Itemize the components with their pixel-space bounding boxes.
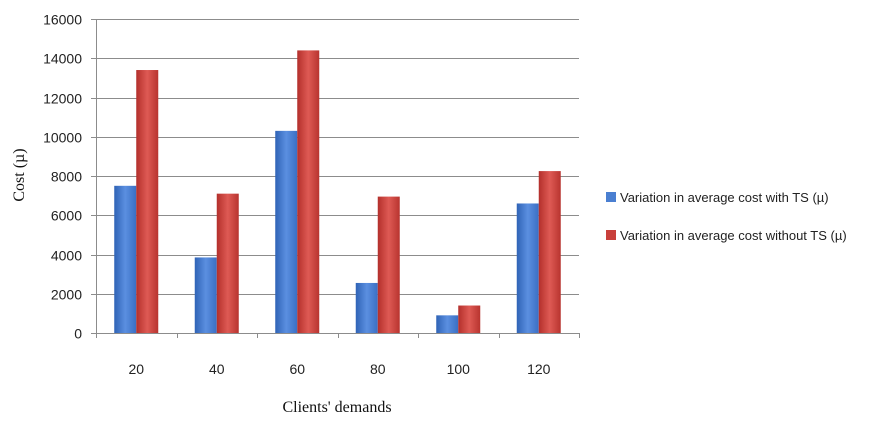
bar-with-ts-20	[114, 185, 137, 333]
legend-swatch	[606, 192, 616, 202]
x-tick-label: 60	[289, 361, 305, 377]
x-tick-label: 80	[370, 361, 386, 377]
y-tick-label: 10000	[43, 130, 82, 146]
bar-without-ts-80	[377, 196, 400, 333]
gridlines	[91, 19, 579, 334]
x-tick-label: 100	[447, 361, 471, 377]
legend-label: Variation in average cost with TS (µ)	[620, 190, 829, 205]
y-tick-label: 12000	[43, 91, 82, 107]
y-axis-title: Cost (µ)	[11, 148, 28, 201]
x-tick-label: 120	[527, 361, 551, 377]
y-tick-label: 8000	[51, 169, 82, 185]
bars	[114, 50, 561, 334]
bar-with-ts-80	[355, 282, 378, 333]
y-tick-label: 2000	[51, 287, 82, 303]
x-tick-label: 40	[209, 361, 225, 377]
y-tick-label: 0	[74, 326, 82, 342]
bar-with-ts-100	[436, 315, 459, 333]
bar-without-ts-120	[538, 171, 561, 333]
bar-without-ts-60	[297, 50, 320, 334]
legend-label: Variation in average cost without TS (µ)	[620, 228, 847, 243]
legend: Variation in average cost with TS (µ) Var…	[606, 190, 847, 243]
y-tick-label: 4000	[51, 248, 82, 264]
legend-swatch	[606, 230, 616, 240]
bar-without-ts-20	[136, 70, 159, 334]
bar-without-ts-100	[458, 305, 481, 333]
bar-with-ts-40	[194, 257, 217, 333]
bar-with-ts-60	[275, 130, 298, 333]
y-tick-label: 14000	[43, 51, 82, 67]
y-tick-label: 6000	[51, 208, 82, 224]
x-axis-title: Clients' demands	[282, 399, 391, 416]
x-tick-label: 20	[128, 361, 144, 377]
bar-with-ts-120	[516, 203, 539, 333]
bar-without-ts-40	[216, 193, 239, 333]
y-axis-ticks: 0 2000 4000 6000 8000 10000 12000 14000 16000	[43, 12, 82, 342]
x-axis-ticks: 20 40 60 80 100 120	[96, 333, 580, 377]
y-tick-label: 16000	[43, 12, 82, 28]
